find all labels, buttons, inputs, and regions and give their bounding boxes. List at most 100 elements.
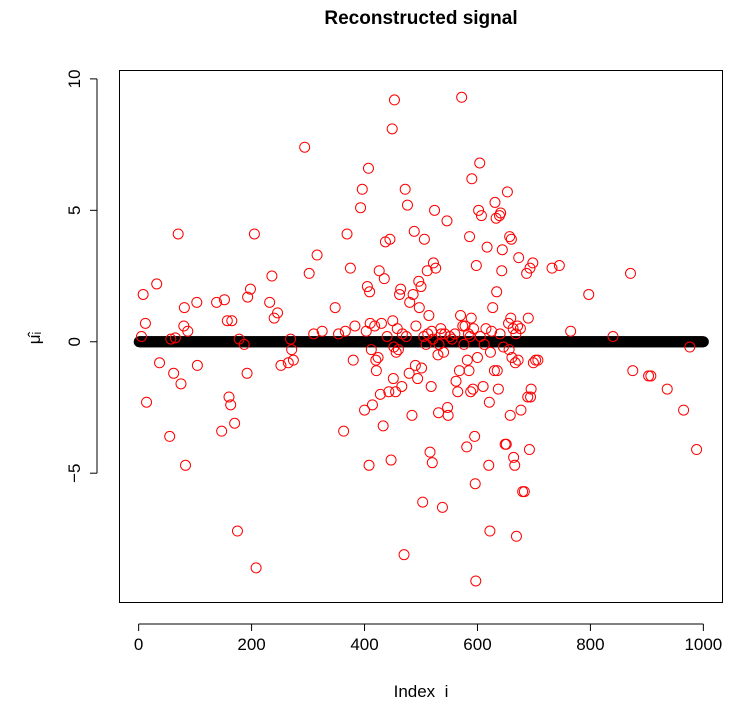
signal-point	[530, 354, 542, 366]
signal-point	[492, 383, 504, 395]
signal-point	[386, 123, 398, 135]
signal-point	[151, 278, 163, 290]
signal-point	[436, 501, 448, 513]
signal-point	[532, 354, 544, 366]
signal-point	[266, 270, 278, 282]
signal-point	[242, 291, 254, 303]
signal-point	[341, 228, 353, 240]
signal-point	[458, 338, 470, 350]
signal-point	[303, 267, 315, 279]
signal-point	[429, 204, 441, 216]
signal-point	[446, 333, 458, 345]
signal-point	[395, 283, 407, 295]
signal-point	[483, 459, 495, 471]
y-axis-label: μ̂ᵢ	[25, 331, 44, 344]
signal-point	[470, 260, 482, 272]
signal-point	[316, 325, 328, 337]
signal-point	[218, 294, 230, 306]
signal-point	[378, 273, 390, 285]
signal-point	[375, 317, 387, 329]
zero-point	[697, 336, 709, 348]
signal-point	[468, 323, 480, 335]
plot-frame	[119, 70, 723, 603]
signal-point	[191, 296, 203, 308]
signal-point	[154, 357, 166, 369]
signal-point	[394, 288, 406, 300]
signal-point	[522, 391, 534, 403]
signal-point	[484, 525, 496, 537]
signal-point	[172, 228, 184, 240]
signal-point	[329, 302, 341, 314]
signal-point	[308, 328, 320, 340]
signal-point	[423, 309, 435, 321]
signal-point	[374, 388, 386, 400]
signal-point	[401, 199, 413, 211]
signal-point	[481, 241, 493, 253]
signal-point	[450, 375, 462, 387]
signal-point	[524, 262, 536, 274]
signal-point	[390, 386, 402, 398]
signal-point	[546, 262, 558, 274]
signal-point	[691, 444, 703, 456]
signal-point	[238, 338, 250, 350]
signal-point	[372, 352, 384, 364]
signal-point	[478, 338, 490, 350]
signal-point	[370, 354, 382, 366]
signal-point	[500, 438, 512, 450]
signal-point	[496, 265, 508, 277]
signal-point	[226, 315, 238, 327]
signal-point	[365, 344, 377, 356]
signal-point	[449, 328, 461, 340]
signal-point	[463, 365, 475, 377]
signal-point	[488, 365, 500, 377]
signal-point	[625, 267, 637, 279]
signal-point	[441, 215, 453, 227]
signal-point	[396, 380, 408, 392]
signal-point	[452, 386, 464, 398]
signal-point	[164, 430, 176, 442]
signal-point	[338, 425, 350, 437]
signal-point	[442, 409, 454, 421]
signal-point	[229, 417, 241, 429]
signal-point	[504, 231, 516, 243]
signal-point	[433, 407, 445, 419]
x-tick-label: 600	[463, 635, 491, 654]
signal-point	[607, 331, 619, 342]
signal-point	[456, 91, 468, 103]
signal-point	[505, 233, 517, 245]
signal-point	[413, 275, 425, 287]
signal-point	[175, 378, 187, 390]
y-tick-label: 0	[65, 337, 84, 346]
signal-point	[362, 162, 374, 174]
signal-point	[643, 370, 655, 382]
signal-point	[275, 359, 287, 371]
x-tick-label: 400	[350, 635, 378, 654]
signal-point	[216, 425, 228, 437]
signal-point	[178, 302, 190, 314]
signal-point	[390, 346, 402, 358]
signal-point	[223, 391, 235, 403]
signal-point	[430, 262, 442, 274]
signal-point	[418, 233, 430, 245]
x-tick-label: 200	[237, 635, 265, 654]
signal-point	[509, 357, 521, 369]
signal-point	[417, 496, 429, 508]
signal-point	[504, 409, 516, 421]
signal-point	[523, 444, 535, 456]
x-tick-label: 1000	[684, 635, 722, 654]
signal-point	[359, 404, 371, 416]
x-axis-label: Index i	[394, 682, 449, 701]
signal-point	[399, 183, 411, 195]
signal-point	[241, 367, 253, 379]
signal-point	[427, 257, 439, 269]
signal-point	[432, 349, 444, 361]
signal-point	[483, 396, 495, 408]
signal-point	[424, 446, 436, 458]
signal-point	[487, 302, 499, 314]
y-tick-label: 5	[65, 206, 84, 215]
signal-point	[513, 252, 525, 264]
signal-point	[286, 344, 298, 356]
signal-point	[464, 231, 476, 243]
signal-point	[583, 288, 595, 300]
signal-point	[461, 354, 473, 366]
